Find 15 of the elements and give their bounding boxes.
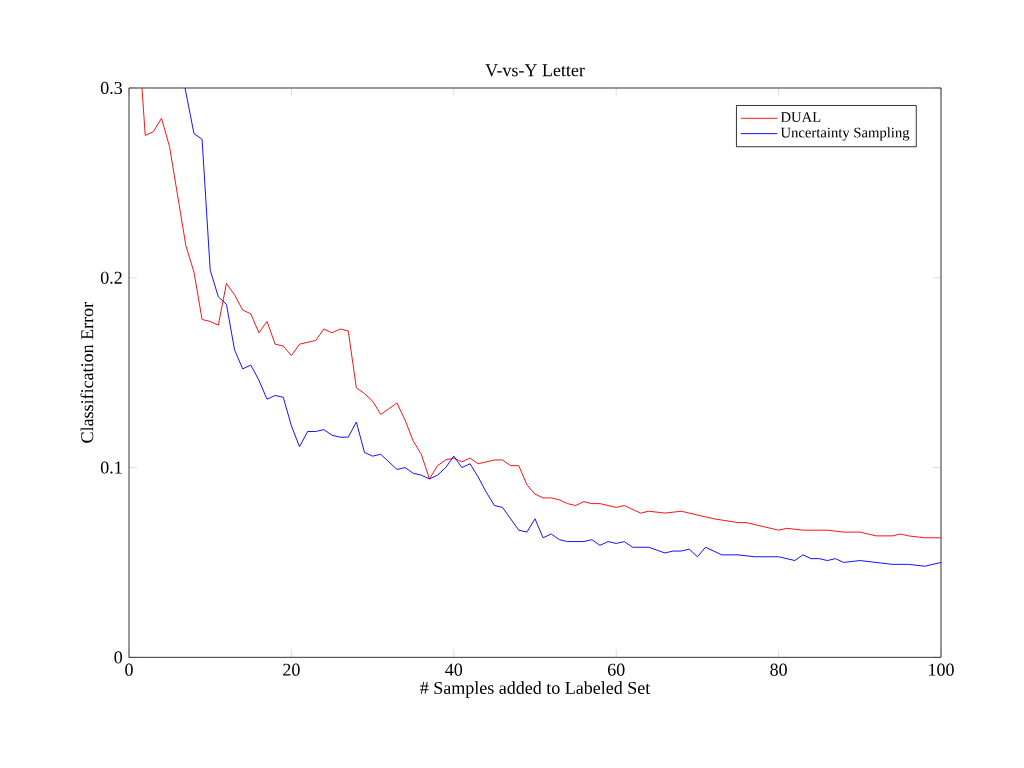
x-axis-title: # Samples added to Labeled Set — [420, 681, 651, 698]
chart-title: V-vs-Y Letter — [485, 64, 585, 77]
y-tick-label: 0.1 — [100, 461, 122, 474]
legend-label: Uncertainty Sampling — [780, 127, 910, 141]
x-tick-label: 60 — [607, 663, 625, 676]
x-tick-label: 0 — [125, 663, 133, 676]
x-tick-label: 20 — [283, 663, 300, 676]
x-tick-label: 40 — [445, 663, 463, 676]
y-tick-label: 0 — [114, 651, 123, 664]
y-tick-label: 0.2 — [100, 271, 122, 284]
x-tick-label: 80 — [770, 663, 787, 676]
legend-label: DUAL — [780, 112, 821, 122]
y-tick-label: 0.3 — [100, 81, 123, 95]
y-axis-title: Classification Error — [80, 302, 94, 443]
x-tick-label: 100 — [929, 663, 954, 676]
